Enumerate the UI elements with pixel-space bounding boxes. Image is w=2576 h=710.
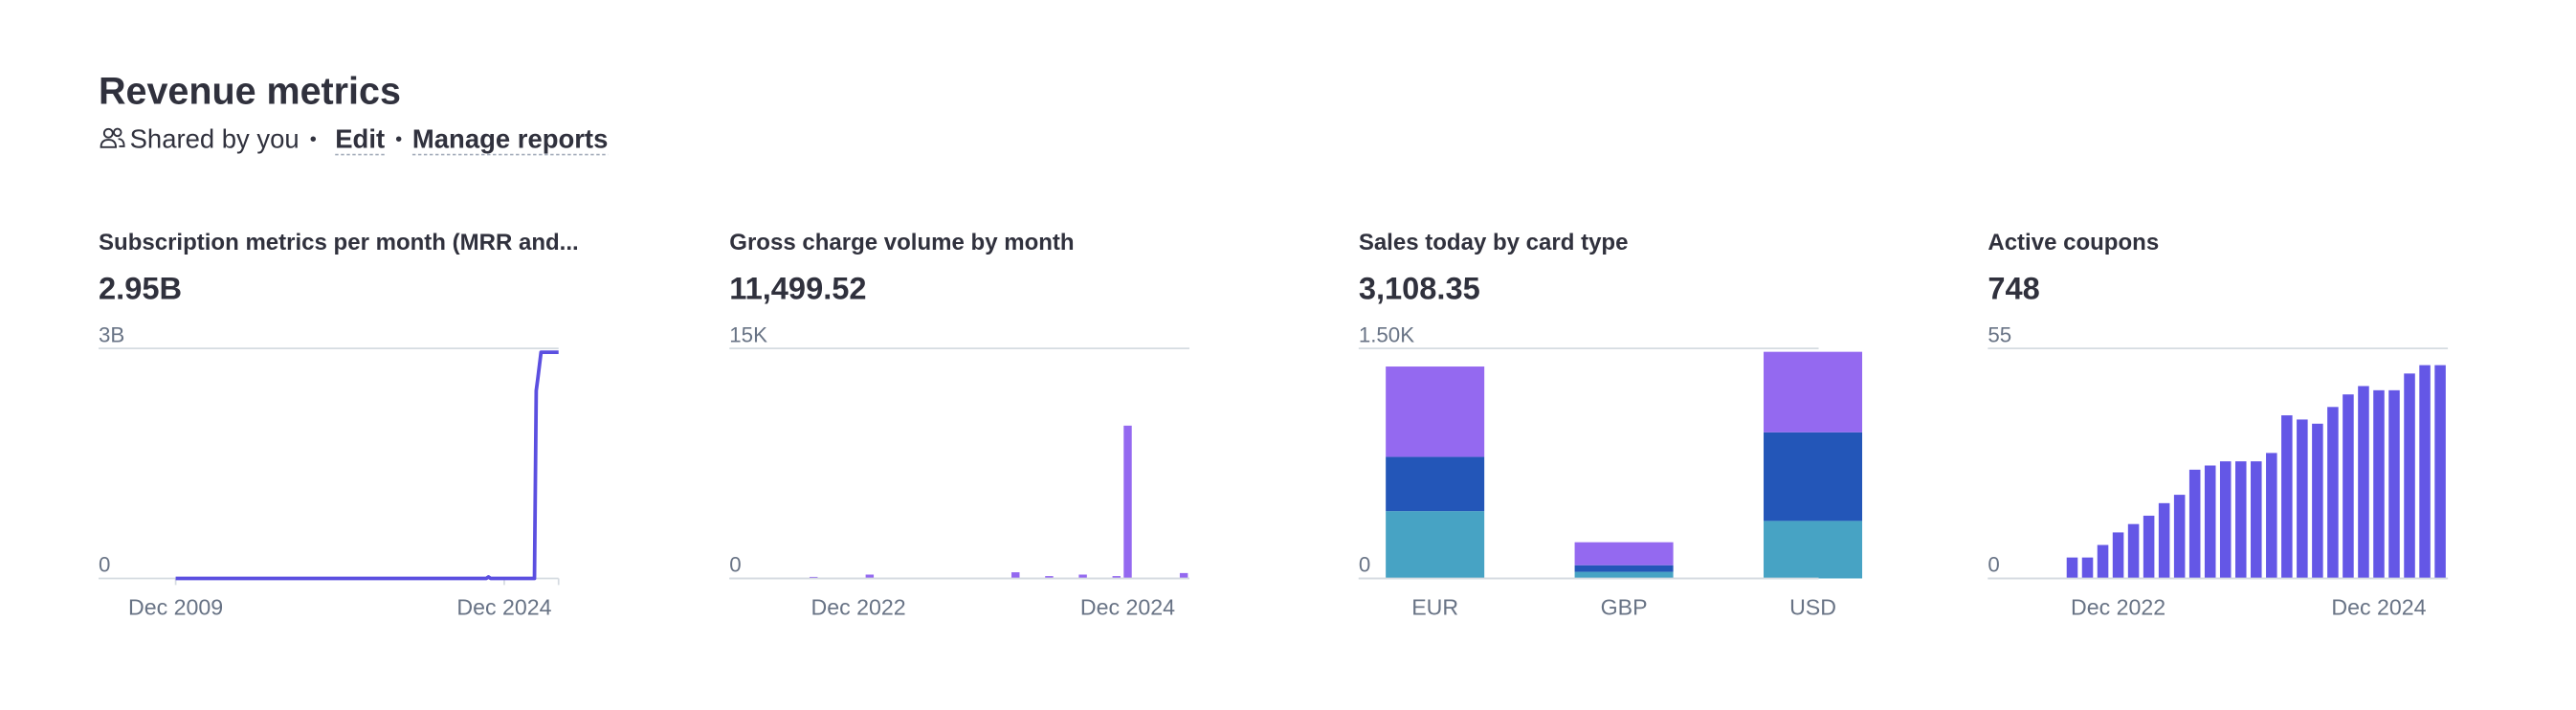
bar bbox=[2327, 407, 2339, 579]
separator-dot bbox=[395, 136, 402, 142]
bar bbox=[2434, 365, 2446, 579]
x-tick-label: EUR bbox=[1411, 594, 1458, 619]
bar bbox=[2419, 365, 2431, 579]
bar bbox=[2204, 465, 2216, 579]
y-tick-label: 0 bbox=[729, 553, 741, 577]
bar bbox=[2312, 423, 2323, 579]
bar bbox=[2251, 461, 2262, 579]
page-title: Revenue metrics bbox=[99, 70, 401, 112]
bar bbox=[2097, 544, 2109, 579]
chart-title: Gross charge volume by month bbox=[729, 230, 1074, 255]
edit-link[interactable]: Edit bbox=[335, 124, 385, 154]
bar bbox=[2112, 532, 2124, 579]
bar bbox=[2297, 419, 2308, 579]
bar-segment bbox=[1764, 432, 1863, 521]
bar bbox=[2373, 389, 2385, 579]
bar-segment bbox=[1574, 542, 1674, 566]
shared-icon bbox=[100, 127, 125, 148]
x-tick-label: Dec 2022 bbox=[811, 594, 906, 619]
bar bbox=[1078, 574, 1087, 579]
chart-headline: 2.95B bbox=[99, 271, 182, 306]
bar bbox=[2266, 453, 2277, 579]
x-tick-label: Dec 2022 bbox=[2071, 594, 2165, 619]
y-tick-label: 55 bbox=[1988, 322, 2011, 346]
bar bbox=[865, 574, 875, 579]
y-tick-label: 0 bbox=[1988, 553, 1999, 577]
y-tick-label: 15K bbox=[729, 322, 767, 346]
bar bbox=[2158, 502, 2170, 579]
separator-dot bbox=[310, 136, 317, 142]
bar bbox=[1011, 572, 1020, 579]
bar bbox=[2404, 373, 2415, 579]
line-series bbox=[175, 350, 559, 581]
bar bbox=[2343, 394, 2354, 579]
bar-segment bbox=[1386, 456, 1485, 512]
bar bbox=[2234, 461, 2247, 579]
bar bbox=[2173, 495, 2186, 579]
bar bbox=[1112, 576, 1121, 579]
bar-segment bbox=[1574, 565, 1674, 572]
bar bbox=[2127, 523, 2140, 579]
bar bbox=[1123, 425, 1132, 579]
bar-segment bbox=[1574, 571, 1674, 579]
y-tick-label: 3B bbox=[99, 322, 124, 346]
x-tick-label: Dec 2024 bbox=[456, 594, 551, 619]
chart-headline: 3,108.35 bbox=[1359, 271, 1480, 306]
x-tick-label: GBP bbox=[1601, 594, 1648, 619]
x-tick-label: USD bbox=[1789, 594, 1836, 619]
bar bbox=[2188, 469, 2201, 579]
y-tick-label: 0 bbox=[99, 553, 110, 577]
bar bbox=[2066, 557, 2078, 579]
bar-segment bbox=[1386, 511, 1485, 579]
chart-title: Active coupons bbox=[1988, 230, 2159, 255]
chart-title: Subscription metrics per month (MRR and.… bbox=[99, 230, 579, 255]
bar bbox=[2358, 386, 2369, 579]
manage-reports-link[interactable]: Manage reports bbox=[412, 124, 608, 154]
x-tick-label: Dec 2024 bbox=[2331, 594, 2426, 619]
bar-segment bbox=[1764, 351, 1863, 433]
bar bbox=[2388, 389, 2400, 579]
bar bbox=[1045, 576, 1054, 579]
bar bbox=[2281, 415, 2293, 579]
bar bbox=[1179, 572, 1188, 579]
shared-label: Shared by you bbox=[130, 124, 300, 154]
chart-title: Sales today by card type bbox=[1359, 230, 1629, 255]
chart-headline: 11,499.52 bbox=[729, 271, 866, 306]
bar bbox=[2143, 515, 2155, 579]
chart-headline: 748 bbox=[1988, 271, 2039, 306]
bar-segment bbox=[1386, 366, 1485, 457]
y-tick-label: 0 bbox=[1359, 553, 1370, 577]
bar-segment bbox=[1764, 521, 1863, 579]
x-tick-label: Dec 2009 bbox=[128, 594, 223, 619]
bar bbox=[2081, 557, 2094, 579]
y-tick-label: 1.50K bbox=[1359, 322, 1414, 346]
bar bbox=[2219, 461, 2232, 579]
x-tick-label: Dec 2024 bbox=[1080, 594, 1175, 619]
